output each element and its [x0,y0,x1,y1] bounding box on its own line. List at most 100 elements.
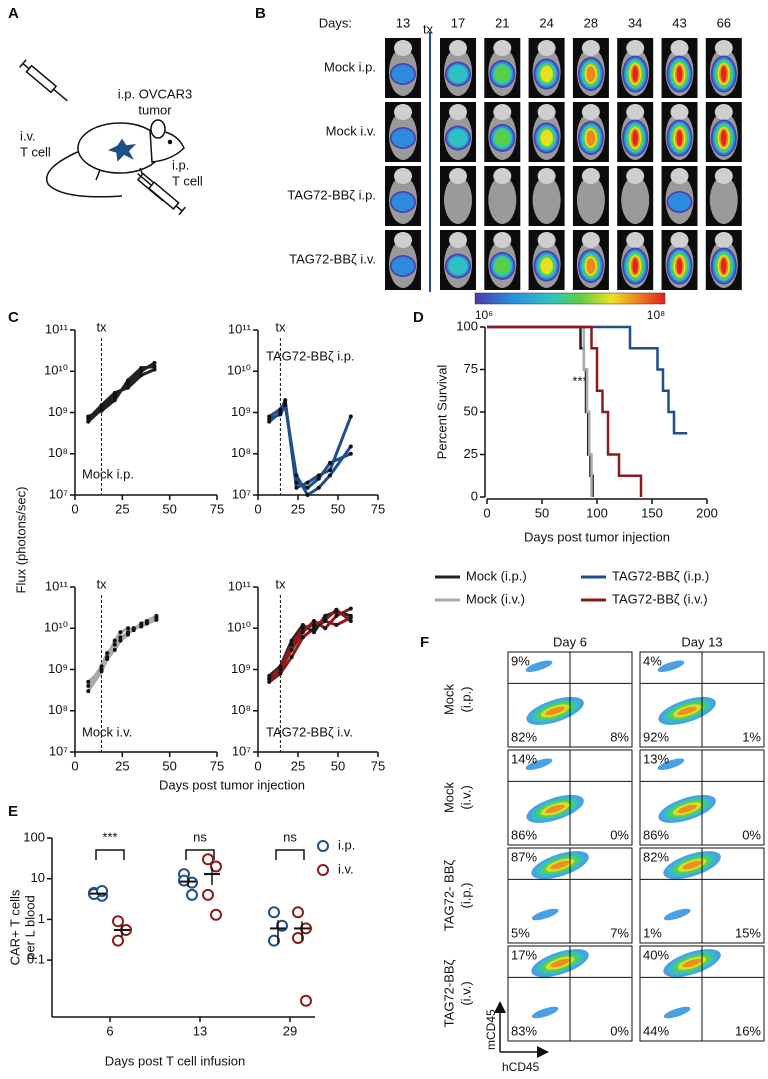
mouse-body [576,176,605,224]
y-tick-label: 1 [38,911,45,926]
mouse-body [532,176,561,224]
data-point [348,444,353,449]
column-header: 66 [717,15,731,30]
panel-label: D [413,309,424,326]
series-label: TAG72-BBζ i.p. [266,348,355,363]
row-label: TAG72-BBζ [441,959,456,1027]
data-point [323,617,328,622]
data-point [278,407,283,412]
data-point [316,473,321,478]
data-point [131,626,136,631]
mouse-head [714,168,733,184]
y-tick-label: 0.1 [27,952,45,967]
mouse-head [537,168,556,184]
column-header: 17 [451,15,465,30]
x-tick-label: 0 [254,758,261,773]
signal [540,257,553,275]
quadrant-percent: 86% [511,827,537,842]
population [677,706,697,716]
quadrant-percent: 9% [511,653,530,668]
signal [494,129,511,147]
quadrant-percent: 14% [511,751,537,766]
data-point [305,480,310,485]
x-tick-label: 150 [641,505,663,520]
data-point [210,908,222,921]
quadrant-percent: 92% [643,729,669,744]
data-point [300,994,312,1007]
mouse-head [581,232,600,248]
data-point [118,630,123,635]
population [682,958,702,968]
population [545,804,565,814]
population [525,660,553,673]
quadrant-percent: 0% [610,1023,629,1038]
annotation: T cell [20,144,51,159]
x-tick-label: 0 [483,505,490,520]
column-header: Days: [319,15,352,30]
legend-label: Mock (i.p.) [466,568,527,583]
quadrant-percent: 82% [511,729,537,744]
data-point [126,381,131,386]
legend-label: i.p. [338,837,355,852]
row-label: (i.v.) [458,785,473,809]
data-point [154,613,159,618]
y-tick-label: 50 [464,403,478,418]
data-point [144,621,149,626]
mouse-body [709,176,738,224]
y-tick-label: 10⁷ [49,743,68,758]
axis-label: mCD45 [484,1009,498,1050]
row-label: TAG72-BBζ i.p. [287,187,376,202]
data-point [210,860,222,873]
data-point [99,408,104,413]
data-point [300,635,305,640]
legend-label: TAG72-BBζ (i.v.) [612,591,708,606]
mouse-body [444,176,472,224]
population [525,758,553,771]
population [663,908,691,921]
mouse-head [537,40,556,56]
y-tick-label: 10⁸ [231,445,251,460]
legend-label: i.v. [338,861,354,876]
annotation: *** [102,829,117,844]
data-point [283,399,288,404]
mouse-head [626,104,645,120]
series-label: Mock i.p. [82,466,134,481]
data-point [312,630,316,635]
y-tick-label: 0 [471,488,478,503]
data-point [105,656,110,661]
legend-label: Mock (i.v.) [466,591,525,606]
x-tick-label: 50 [331,758,345,773]
data-point [126,378,131,383]
y-tick-label: 10¹⁰ [44,363,68,378]
row-label: Mock i.v. [326,123,376,138]
population [682,860,702,870]
data-point [86,416,91,421]
data-point [202,853,214,866]
survival-curve [487,325,594,497]
data-point [112,934,124,947]
y-tick-label: 75 [464,361,478,376]
x-tick-label: 50 [535,505,549,520]
x-tick-label: 50 [331,501,345,516]
data-point [328,473,332,478]
mouse-head [581,104,600,120]
population [531,1006,559,1019]
series-line [87,368,156,420]
mouse-head [537,104,556,120]
signal [586,66,596,82]
data-point [202,888,214,901]
mouse-head [670,40,689,56]
survival-curve [487,325,593,497]
x-axis-label: Days post tumor injection [524,529,670,544]
annotation: i.v. [20,128,36,143]
y-tick-label: 10¹¹ [228,321,252,336]
quadrant-percent: 87% [511,849,537,864]
data-point [126,626,131,631]
data-point [294,480,299,485]
data-point [300,630,305,635]
flow-axes [494,1001,549,1058]
x-tick-label: 75 [210,501,224,516]
annotation: tx [96,319,107,334]
data-point [278,671,283,676]
population [657,660,685,673]
